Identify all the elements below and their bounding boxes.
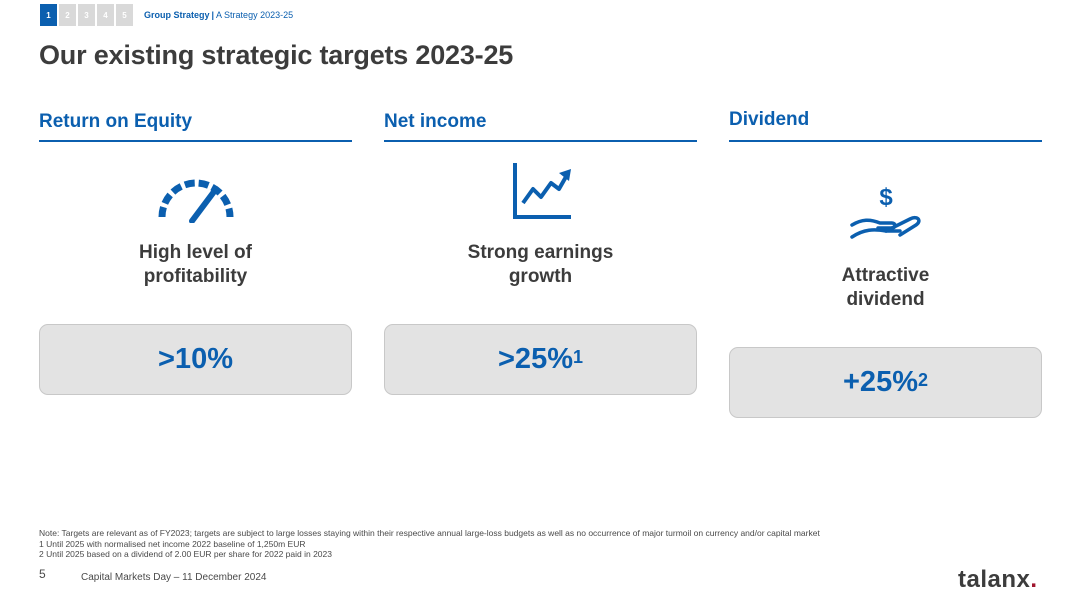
description-line-1: High level of [139, 242, 252, 263]
breadcrumb: Group Strategy | A Strategy 2023-25 [144, 10, 293, 20]
description-line-2: profitability [143, 266, 248, 287]
heading-rule [39, 140, 352, 142]
talanx-logo: talanx. [958, 566, 1038, 594]
kpi-box-dividend: +25% 2 [729, 347, 1042, 418]
kpi-value: >10% [158, 343, 233, 375]
icon-wrapper [39, 159, 352, 223]
target-description: High level of profitability [39, 241, 352, 289]
logo-dot: . [1030, 566, 1038, 593]
nav-section-5[interactable]: 5 [116, 4, 133, 26]
heading-rule [384, 140, 697, 142]
footnotes: Note: Targets are relevant as of FY2023;… [39, 528, 820, 560]
page-title: Our existing strategic targets 2023-25 [39, 40, 514, 70]
column-heading: Net income [384, 111, 487, 132]
note-general: Note: Targets are relevant as of FY2023;… [39, 528, 820, 538]
kpi-value: +25% [843, 366, 918, 398]
kpi-value: >25% [498, 343, 573, 375]
footer-event: Capital Markets Day – 11 December 2024 [81, 572, 267, 583]
kpi-box-net-income: >25% 1 [384, 324, 697, 395]
heading-rule [729, 140, 1042, 142]
nav-section-4[interactable]: 4 [97, 4, 114, 26]
hand-dollar-icon: $ [849, 184, 921, 239]
column-heading: Dividend [729, 109, 810, 130]
description-line-1: Strong earnings [467, 242, 614, 263]
kpi-box-roe: >10% [39, 324, 352, 395]
note-2: 2 Until 2025 based on a dividend of 2.00… [39, 549, 332, 559]
description-line-1: Attractive [841, 265, 930, 286]
description-line-2: dividend [846, 289, 925, 310]
nav-section-3[interactable]: 3 [78, 4, 95, 26]
target-description: Strong earnings growth [384, 241, 697, 289]
breadcrumb-separator: | [211, 10, 215, 20]
logo-text: talanx [958, 566, 1031, 593]
speedometer-icon [158, 179, 233, 223]
target-description: Attractive dividend [729, 264, 1042, 312]
breadcrumb-topic: A Strategy 2023-25 [216, 10, 294, 20]
page-number: 5 [39, 567, 46, 581]
icon-wrapper: $ [729, 181, 1042, 241]
column-heading: Return on Equity [39, 111, 193, 132]
breadcrumb-section: Group Strategy [144, 10, 210, 20]
nav-section-1[interactable]: 1 [40, 4, 57, 26]
nav-section-2[interactable]: 2 [59, 4, 76, 26]
description-line-2: growth [508, 266, 573, 287]
growth-chart-icon [512, 163, 571, 219]
svg-text:$: $ [879, 184, 893, 211]
icon-wrapper [384, 159, 697, 223]
section-nav: 1 2 3 4 5 Group Strategy | A Strategy 2023… [40, 4, 293, 26]
note-1: 1 Until 2025 with normalised net income … [39, 538, 306, 549]
